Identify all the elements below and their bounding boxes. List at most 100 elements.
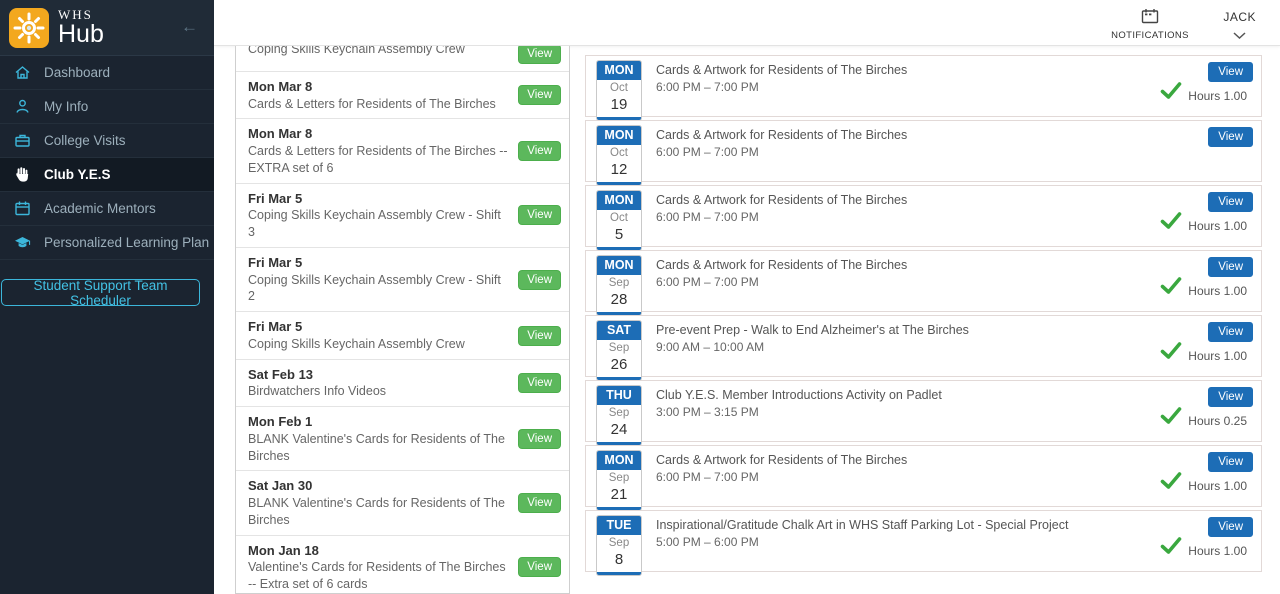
event-time: 6:00 PM – 7:00 PM <box>656 80 759 94</box>
right-event-row: MON Sep 28 Cards & Artwork for Residents of… <box>585 250 1262 317</box>
event-title: Cards & Artwork for Residents of The Bir… <box>656 128 908 142</box>
view-button[interactable]: View <box>518 269 561 290</box>
left-event-row: Coping Skills Keychain Assembly Crew View <box>236 46 569 72</box>
left-event-info: Mon Jan 18 Valentine's Cards for Resident… <box>248 542 518 593</box>
badge-underline <box>597 117 641 121</box>
event-title: Club Y.E.S. Member Introductions Activit… <box>656 388 942 402</box>
badge-month: Sep <box>608 472 630 484</box>
hours-earned: Hours 0.25 <box>1160 407 1247 430</box>
notifications-button[interactable]: NOTIFICATIONS <box>1100 8 1200 41</box>
view-button[interactable]: View <box>1208 322 1253 342</box>
calendar-icon <box>1141 9 1159 28</box>
sidebar-item-academic-mentors[interactable]: Academic Mentors <box>0 192 214 226</box>
badge-day-number: 21 <box>610 485 628 503</box>
sidebar-item-label: Academic Mentors <box>44 201 156 216</box>
badge-day-of-week: SAT <box>597 321 641 340</box>
hours-label: Hours 1.00 <box>1188 479 1247 493</box>
view-button[interactable]: View <box>1208 387 1253 407</box>
sidebar-menu: Dashboard My Info College Visits Club Y.E.S… <box>0 56 214 260</box>
badge-month: Oct <box>610 212 628 224</box>
event-date: Sat Jan 30 <box>248 478 313 494</box>
event-date: Mon Mar 8 <box>248 79 313 94</box>
hours-label: Hours 1.00 <box>1188 349 1247 363</box>
whs-hub-logo-icon <box>9 7 49 48</box>
event-date: Fri Mar 5 <box>248 190 303 206</box>
badge-day-of-week: MON <box>597 191 641 210</box>
date-badge: MON Sep 21 <box>596 450 642 512</box>
date-badge: MON Oct 5 <box>596 190 642 252</box>
right-event-row: TUE Sep 8 Inspirational/Gratitude Chalk Art… <box>585 510 1262 577</box>
right-event-row: MON Oct 12 Cards & Artwork for Residents of… <box>585 120 1262 187</box>
event-time: 5:00 PM – 6:00 PM <box>656 535 759 549</box>
grad-cap-icon <box>14 234 31 251</box>
event-time: 6:00 PM – 7:00 PM <box>656 470 759 484</box>
right-event-row: MON Oct 5 Cards & Artwork for Residents of … <box>585 185 1262 252</box>
past-events-list[interactable]: Coping Skills Keychain Assembly Crew View… <box>235 46 570 594</box>
hours-label: Hours 0.25 <box>1188 414 1247 428</box>
badge-underline <box>597 247 641 251</box>
event-title: Cards & Artwork for Residents of The Bir… <box>656 453 908 467</box>
left-event-info: Coping Skills Keychain Assembly Crew <box>248 46 518 58</box>
event-title: Coping Skills Keychain Assembly Crew - S… <box>248 272 501 304</box>
student-support-team-scheduler-button[interactable]: Student Support Team Scheduler <box>1 278 200 308</box>
badge-month: Sep <box>608 342 630 354</box>
checkmark-icon <box>1160 212 1182 234</box>
view-button[interactable]: View <box>518 428 561 449</box>
sidebar-collapse-arrow-icon[interactable]: ← <box>181 17 198 36</box>
hours-label: Hours 1.00 <box>1188 89 1247 103</box>
event-date: Fri Mar 5 <box>248 255 303 271</box>
view-button[interactable]: View <box>1208 257 1253 277</box>
logo-line2: Hub <box>58 20 104 48</box>
event-title: Valentine's Cards for Residents of The B… <box>248 560 506 592</box>
user-menu[interactable]: JACK <box>1223 10 1256 44</box>
badge-month: Sep <box>608 277 630 289</box>
badge-day-number: 28 <box>610 290 628 308</box>
sidebar-item-my-info[interactable]: My Info <box>0 90 214 124</box>
left-event-info: Sat Jan 30 BLANK Valentine's Cards for Re… <box>248 477 518 528</box>
right-event-row: MON Oct 19 Cards & Artwork for Residents of… <box>585 55 1262 122</box>
view-button[interactable]: View <box>518 141 561 162</box>
hours-earned: Hours 1.00 <box>1160 277 1247 300</box>
attended-events-list[interactable]: MON Oct 19 Cards & Artwork for Residents of… <box>585 46 1262 594</box>
view-button[interactable]: View <box>1208 192 1253 212</box>
checkmark-icon <box>1160 472 1182 494</box>
event-date: Mon Feb 1 <box>248 414 313 430</box>
view-button[interactable]: View <box>1208 127 1253 147</box>
home-icon <box>14 64 31 81</box>
view-button[interactable]: View <box>1208 452 1253 472</box>
view-button[interactable]: View <box>518 557 561 578</box>
view-button[interactable]: View <box>518 325 561 346</box>
sidebar-item-club-yes[interactable]: Club Y.E.S <box>0 158 214 192</box>
view-button[interactable]: View <box>518 372 561 393</box>
date-badge: MON Oct 12 <box>596 125 642 187</box>
view-button[interactable]: View <box>1208 517 1253 537</box>
hours-earned: Hours 1.00 <box>1160 537 1247 560</box>
sidebar-item-dashboard[interactable]: Dashboard <box>0 56 214 90</box>
view-button[interactable]: View <box>518 46 561 64</box>
view-button[interactable]: View <box>518 85 561 106</box>
badge-month: Oct <box>610 82 628 94</box>
hours-label: Hours 1.00 <box>1188 219 1247 233</box>
sidebar-item-personalized-learning-plan[interactable]: Personalized Learning Plan <box>0 226 214 260</box>
sidebar-item-college-visits[interactable]: College Visits <box>0 124 214 158</box>
view-button[interactable]: View <box>1208 62 1253 82</box>
left-event-row: Fri Mar 5 Coping Skills Keychain Assembly… <box>236 184 569 249</box>
badge-day-of-week: MON <box>597 61 641 80</box>
date-badge: MON Sep 28 <box>596 255 642 317</box>
view-button[interactable]: View <box>518 205 561 226</box>
left-event-info: Sat Feb 13 Birdwatchers Info Videos <box>248 366 518 400</box>
event-title: Pre-event Prep - Walk to End Alzheimer's… <box>656 323 969 337</box>
sidebar-item-label: Dashboard <box>44 65 111 80</box>
right-event-row: MON Sep 21 Cards & Artwork for Residents of… <box>585 445 1262 512</box>
badge-day-of-week: MON <box>597 451 641 470</box>
event-title: Cards & Letters for Residents of The Bir… <box>248 143 508 175</box>
badge-underline <box>597 442 641 446</box>
briefcase-icon <box>14 132 31 149</box>
left-event-row: Mon Feb 1 BLANK Valentine's Cards for Res… <box>236 407 569 472</box>
badge-underline <box>597 182 641 186</box>
view-button[interactable]: View <box>518 493 561 514</box>
event-title: Cards & Artwork for Residents of The Bir… <box>656 63 908 77</box>
badge-month: Sep <box>608 407 630 419</box>
event-time: 9:00 AM – 10:00 AM <box>656 340 765 354</box>
